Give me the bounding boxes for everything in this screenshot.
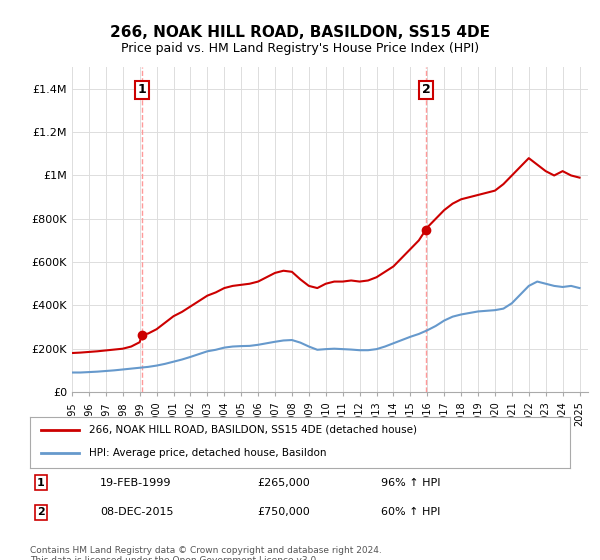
Text: HPI: Average price, detached house, Basildon: HPI: Average price, detached house, Basi… [89,449,327,459]
Text: Price paid vs. HM Land Registry's House Price Index (HPI): Price paid vs. HM Land Registry's House … [121,42,479,55]
Text: 2: 2 [37,507,44,517]
Text: 1: 1 [137,83,146,96]
Text: 08-DEC-2015: 08-DEC-2015 [100,507,174,517]
Text: £265,000: £265,000 [257,478,310,488]
Text: 60% ↑ HPI: 60% ↑ HPI [381,507,440,517]
Text: 19-FEB-1999: 19-FEB-1999 [100,478,172,488]
Text: Contains HM Land Registry data © Crown copyright and database right 2024.
This d: Contains HM Land Registry data © Crown c… [30,546,382,560]
Text: 266, NOAK HILL ROAD, BASILDON, SS15 4DE (detached house): 266, NOAK HILL ROAD, BASILDON, SS15 4DE … [89,425,418,435]
Text: 1: 1 [37,478,44,488]
Text: 96% ↑ HPI: 96% ↑ HPI [381,478,440,488]
Text: £750,000: £750,000 [257,507,310,517]
Text: 2: 2 [422,83,430,96]
Text: 266, NOAK HILL ROAD, BASILDON, SS15 4DE: 266, NOAK HILL ROAD, BASILDON, SS15 4DE [110,25,490,40]
